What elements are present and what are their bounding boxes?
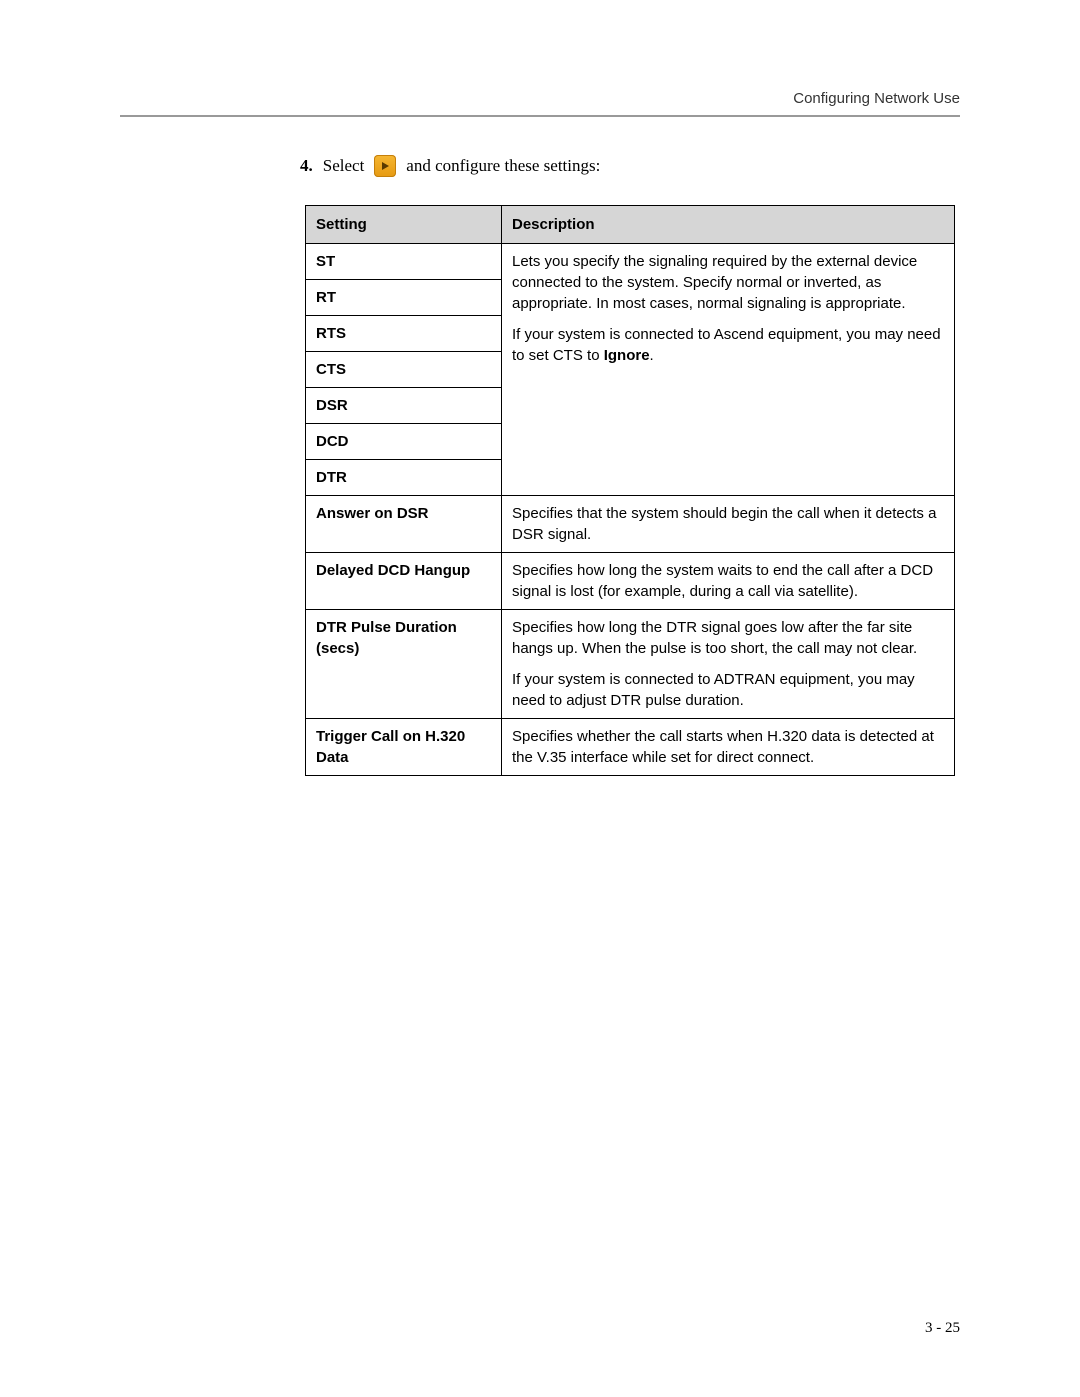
- step-number: 4.: [300, 156, 313, 176]
- desc-text: .: [650, 347, 654, 364]
- desc-bold: Ignore: [604, 347, 650, 364]
- table-row: Trigger Call on H.320 Data Specifies whe…: [306, 719, 955, 776]
- description-cell: Specifies that the system should begin t…: [502, 496, 955, 553]
- setting-cell: Answer on DSR: [306, 496, 502, 553]
- setting-cell: Trigger Call on H.320 Data: [306, 719, 502, 776]
- instruction-text-after: and configure these settings:: [406, 156, 600, 176]
- col-description: Description: [502, 206, 955, 244]
- running-header: Configuring Network Use: [120, 90, 960, 107]
- desc-paragraph: Lets you specify the signaling required …: [512, 251, 944, 314]
- setting-cell: RT: [306, 280, 502, 316]
- setting-cell: CTS: [306, 352, 502, 388]
- setting-cell: DSR: [306, 388, 502, 424]
- desc-paragraph: If your system is connected to ADTRAN eq…: [512, 669, 944, 711]
- setting-cell: Delayed DCD Hangup: [306, 553, 502, 610]
- setting-cell: DCD: [306, 424, 502, 460]
- desc-paragraph: If your system is connected to Ascend eq…: [512, 324, 944, 366]
- desc-paragraph: Specifies how long the DTR signal goes l…: [512, 617, 944, 659]
- description-cell: Lets you specify the signaling required …: [502, 244, 955, 496]
- table-header-row: Setting Description: [306, 206, 955, 244]
- page-number: 3 - 25: [925, 1320, 960, 1337]
- table-row: Answer on DSR Specifies that the system …: [306, 496, 955, 553]
- description-cell: Specifies how long the system waits to e…: [502, 553, 955, 610]
- description-cell: Specifies how long the DTR signal goes l…: [502, 610, 955, 719]
- table-row: DTR Pulse Duration (secs) Specifies how …: [306, 610, 955, 719]
- col-setting: Setting: [306, 206, 502, 244]
- settings-table: Setting Description ST Lets you specify …: [305, 205, 955, 776]
- instruction-text-before: Select: [323, 156, 365, 176]
- document-page: Configuring Network Use 4. Select and co…: [0, 0, 1080, 1397]
- description-cell: Specifies whether the call starts when H…: [502, 719, 955, 776]
- table-row: Delayed DCD Hangup Specifies how long th…: [306, 553, 955, 610]
- setting-cell: ST: [306, 244, 502, 280]
- desc-text: If your system is connected to Ascend eq…: [512, 326, 941, 364]
- setting-cell: DTR: [306, 460, 502, 496]
- header-rule: [120, 115, 960, 117]
- setting-cell: DTR Pulse Duration (secs): [306, 610, 502, 719]
- play-right-icon: [374, 155, 396, 177]
- table-row: ST Lets you specify the signaling requir…: [306, 244, 955, 280]
- instruction-step: 4. Select and configure these settings:: [300, 155, 960, 177]
- setting-cell: RTS: [306, 316, 502, 352]
